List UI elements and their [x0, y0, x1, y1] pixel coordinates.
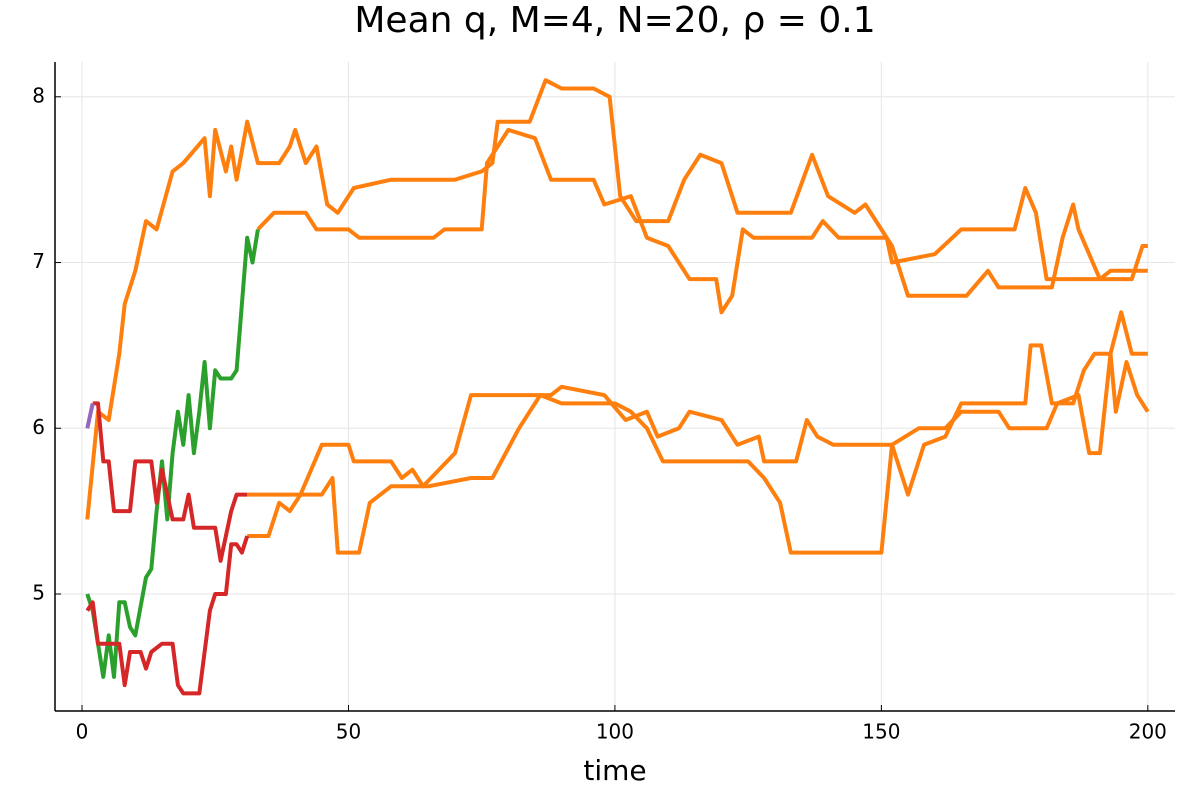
y-tick-label: 8 — [32, 83, 45, 107]
data-line — [85, 78, 1148, 520]
x-tick-label: 200 — [1129, 720, 1167, 744]
data-line — [85, 229, 260, 679]
chart-title: Mean q, M=4, N=20, ρ = 0.1 — [354, 0, 875, 41]
data-line — [247, 310, 1148, 555]
data-line — [256, 127, 1148, 315]
x-axis-label: time — [583, 754, 646, 787]
x-tick-label: 150 — [862, 720, 900, 744]
y-tick-label: 7 — [32, 249, 45, 273]
x-tick-label: 0 — [76, 720, 89, 744]
x-tick-label: 100 — [596, 720, 634, 744]
x-tick-label: 50 — [336, 720, 361, 744]
data-line — [92, 401, 248, 563]
data-line — [247, 343, 1150, 538]
y-tick-label: 5 — [32, 580, 45, 604]
data-line — [85, 535, 250, 696]
y-tick-label: 6 — [32, 415, 45, 439]
data-line — [85, 402, 95, 429]
